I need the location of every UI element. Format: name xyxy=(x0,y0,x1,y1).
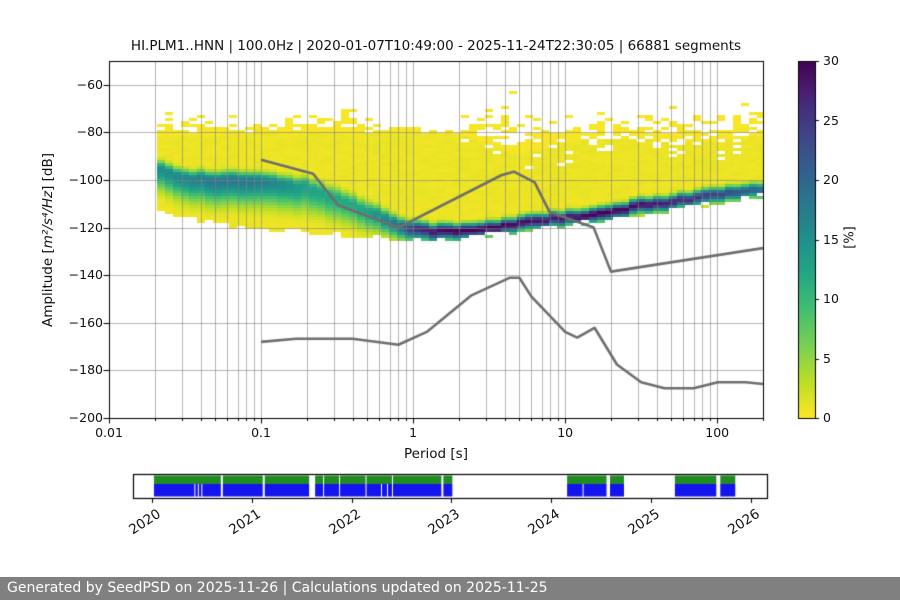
y-tick-label: −160 xyxy=(68,314,103,330)
x-tick-label: 100 xyxy=(705,425,730,440)
colorbar-tick-label: 15 xyxy=(823,231,839,247)
colorbar-tick-label: 25 xyxy=(823,112,839,128)
colorbar-tick-label: 20 xyxy=(823,172,839,187)
y-tick-label: −140 xyxy=(68,267,103,283)
x-tick-label: 0.1 xyxy=(251,425,271,440)
colorbar-label: [%] xyxy=(842,226,858,249)
y-axis-label-prefix: Amplitude [ xyxy=(40,248,56,328)
footer-bar: Generated by SeedPSD on 2025-11-26 | Cal… xyxy=(0,577,900,600)
y-tick-label: −60 xyxy=(76,76,103,92)
x-tick-label: 0.01 xyxy=(95,425,123,440)
plot-title: HI.PLM1..HNN | 100.0Hz | 2020-01-07T10:4… xyxy=(130,38,742,54)
colorbar-tick-label: 0 xyxy=(823,410,831,425)
y-tick-label: −180 xyxy=(68,362,103,378)
y-tick-label: −80 xyxy=(76,124,103,140)
colorbar-tick-label: 30 xyxy=(823,53,839,68)
y-axis-label-suffix: ] [dB] xyxy=(40,152,56,191)
y-tick-label: −120 xyxy=(68,219,103,235)
x-axis-label: Period [s] xyxy=(404,446,468,462)
colorbar-tick-label: 10 xyxy=(823,291,839,306)
colorbar-tick-label: 5 xyxy=(823,350,831,366)
x-tick-label: 1 xyxy=(409,425,418,440)
y-axis-label: Amplitude [m²/s⁴/Hz] [dB] xyxy=(40,110,56,370)
footer-text: Generated by SeedPSD on 2025-11-26 | Cal… xyxy=(7,580,548,596)
y-axis-label-unit: m²/s⁴/Hz xyxy=(40,190,56,249)
y-tick-label: −100 xyxy=(68,172,103,187)
x-tick-label: 10 xyxy=(557,425,574,440)
y-tick-label: −200 xyxy=(68,410,103,425)
